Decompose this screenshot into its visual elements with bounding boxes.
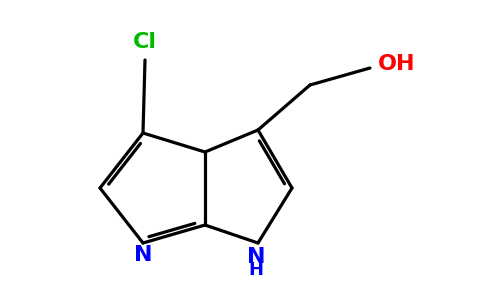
Text: H: H [248, 261, 263, 279]
Text: Cl: Cl [133, 32, 157, 52]
Text: OH: OH [378, 54, 415, 74]
Text: N: N [247, 247, 265, 267]
Text: N: N [134, 245, 152, 265]
